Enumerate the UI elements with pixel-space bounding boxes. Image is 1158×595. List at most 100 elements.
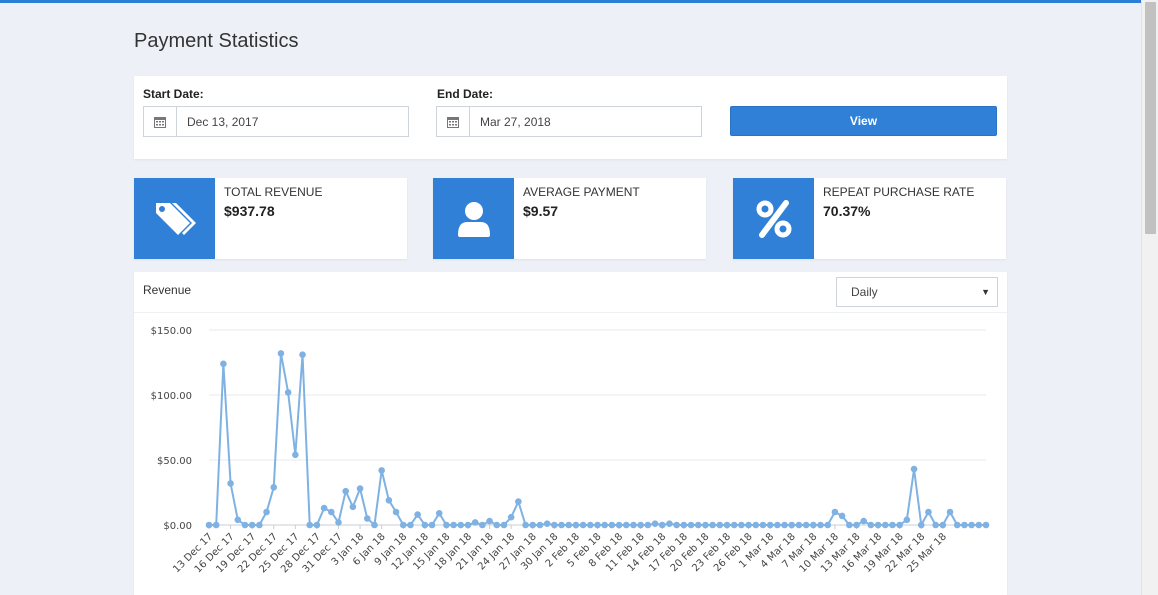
data-point	[479, 521, 486, 529]
data-point	[256, 521, 263, 529]
vertical-scrollbar[interactable]	[1141, 0, 1158, 595]
data-point	[622, 521, 630, 529]
data-point	[723, 521, 731, 529]
data-point	[399, 521, 407, 529]
data-point	[558, 521, 565, 529]
data-point	[270, 484, 278, 491]
chart-header: Revenue Daily ▼	[134, 272, 1007, 313]
data-point	[385, 497, 393, 504]
data-point	[889, 521, 896, 529]
data-point	[745, 521, 752, 529]
data-point	[694, 521, 702, 529]
period-select-value: Daily	[851, 285, 878, 299]
stat-value: 70.37%	[823, 203, 871, 219]
stat-label: REPEAT PURCHASE RATE	[823, 185, 975, 199]
data-point	[450, 521, 457, 529]
start-date-field[interactable]	[143, 106, 409, 137]
data-point	[486, 517, 493, 525]
end-date-field[interactable]	[436, 106, 702, 137]
data-point	[831, 508, 839, 516]
chevron-down-icon: ▼	[981, 287, 990, 297]
data-point	[874, 521, 882, 529]
data-point	[716, 521, 724, 529]
data-point	[630, 521, 637, 529]
data-point	[651, 520, 659, 527]
data-point	[579, 521, 587, 529]
data-point	[860, 517, 867, 525]
data-point	[587, 521, 594, 529]
start-date-input[interactable]	[177, 107, 407, 136]
data-point	[910, 465, 918, 473]
data-point	[464, 521, 472, 529]
data-point	[802, 521, 810, 529]
data-point	[838, 512, 846, 520]
data-point	[975, 521, 983, 529]
data-point	[392, 508, 400, 516]
calendar-icon[interactable]	[437, 107, 470, 136]
data-point	[615, 521, 623, 529]
date-filter-panel: Start Date: End Date: View	[134, 76, 1007, 159]
data-point	[363, 515, 371, 522]
scrollbar-thumb[interactable]	[1145, 2, 1156, 234]
data-point	[371, 521, 378, 529]
user-icon	[433, 178, 514, 259]
data-point	[968, 521, 975, 529]
data-point	[342, 487, 349, 495]
total-revenue-card: TOTAL REVENUE $937.78	[134, 178, 407, 259]
data-point	[853, 521, 860, 529]
data-point	[536, 521, 544, 529]
data-point	[673, 521, 680, 529]
data-point	[443, 521, 450, 529]
data-point	[356, 485, 364, 492]
data-point	[328, 508, 335, 516]
data-point	[608, 521, 616, 529]
start-date-label: Start Date:	[143, 87, 204, 101]
data-point	[500, 521, 508, 529]
data-point	[932, 521, 939, 529]
stat-value: $937.78	[224, 203, 275, 219]
data-point	[687, 521, 695, 529]
stat-label: AVERAGE PAYMENT	[523, 185, 640, 199]
revenue-chart-panel: Revenue Daily ▼ $0.00 $50.00 $100.00 $150.0…	[134, 272, 1007, 595]
period-select[interactable]: Daily ▼	[836, 277, 998, 307]
data-point	[982, 521, 990, 529]
data-point	[551, 521, 558, 529]
average-payment-card: AVERAGE PAYMENT $9.57	[433, 178, 706, 259]
data-point	[263, 508, 270, 516]
data-point	[421, 521, 429, 529]
data-point	[709, 521, 716, 529]
data-point	[234, 516, 242, 524]
data-point	[766, 521, 774, 529]
data-point	[414, 511, 421, 518]
data-point	[846, 521, 853, 529]
data-point	[284, 389, 292, 396]
data-point	[378, 467, 385, 474]
percent-icon	[733, 178, 814, 259]
calendar-icon[interactable]	[144, 107, 177, 136]
data-point	[543, 520, 551, 527]
data-point	[702, 521, 709, 529]
data-point	[867, 521, 875, 529]
data-point	[529, 521, 537, 529]
data-point	[313, 521, 321, 529]
data-point	[349, 503, 357, 511]
data-point	[896, 521, 903, 529]
data-point	[507, 513, 515, 521]
data-point	[306, 521, 314, 529]
view-button[interactable]: View	[730, 106, 997, 136]
data-point	[903, 516, 911, 524]
chart-title: Revenue	[143, 283, 192, 297]
data-point	[277, 350, 285, 357]
data-point	[774, 521, 781, 529]
data-point	[637, 521, 644, 529]
data-point	[601, 521, 608, 529]
stat-value: $9.57	[523, 203, 559, 219]
end-date-label: End Date:	[437, 87, 494, 101]
y-tick-label: $100.00	[151, 391, 192, 402]
end-date-input[interactable]	[470, 107, 700, 136]
data-point	[946, 508, 954, 516]
y-tick-label: $0.00	[163, 521, 192, 532]
data-point	[428, 521, 436, 529]
data-point	[917, 521, 925, 529]
